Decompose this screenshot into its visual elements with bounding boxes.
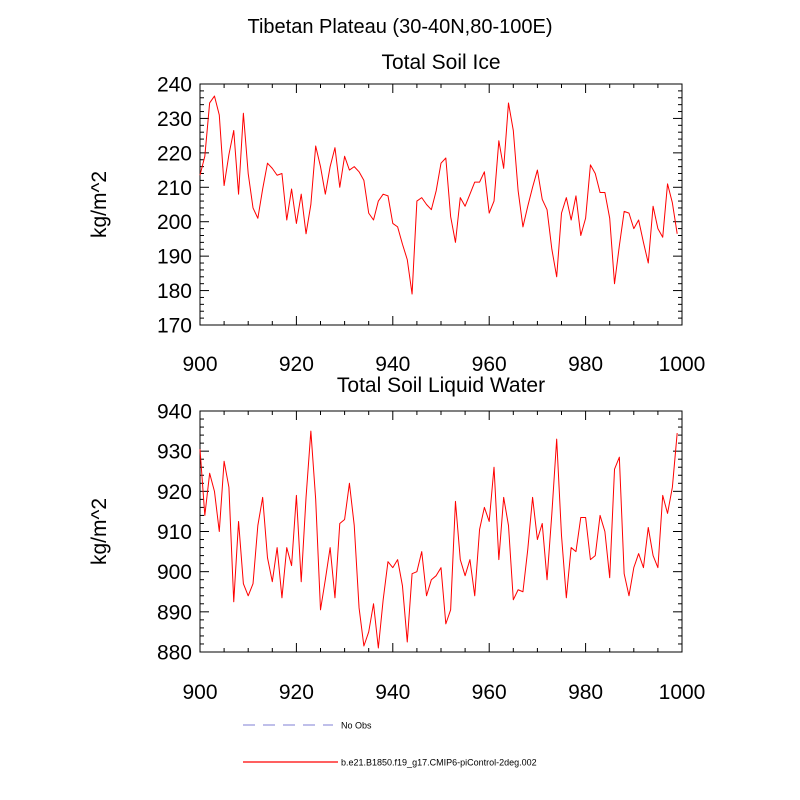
x-tick-label: 900 bbox=[182, 681, 217, 704]
y-tick-label: 930 bbox=[157, 441, 192, 464]
y-tick-label: 170 bbox=[157, 315, 192, 338]
page-title: Tibetan Plateau (30-40N,80-100E) bbox=[248, 16, 553, 38]
y-tick-label: 180 bbox=[157, 280, 192, 303]
legend: No Obs b.e21.B1850.f19_g17.CMIP6-piContr… bbox=[243, 721, 537, 768]
legend-label-no-obs: No Obs bbox=[341, 721, 372, 731]
x-tick-label: 920 bbox=[279, 681, 314, 704]
y-tick-label: 220 bbox=[157, 142, 192, 165]
x-tick-label: 980 bbox=[568, 681, 603, 704]
x-tick-label: 1000 bbox=[659, 681, 706, 704]
y-tick-label: 910 bbox=[157, 521, 192, 544]
x-tick-label: 1000 bbox=[659, 353, 706, 376]
chart-title: Total Soil Ice bbox=[381, 51, 500, 74]
panel-total-soil-ice: Total Soil Ice kg/m^2 900 920 940 960 980 1000 1… bbox=[88, 51, 705, 376]
chart-title: Total Soil Liquid Water bbox=[337, 374, 545, 397]
y-tick-label: 240 bbox=[157, 74, 192, 97]
y-tick-label: 920 bbox=[157, 481, 192, 504]
y-tick-label: 900 bbox=[157, 561, 192, 584]
legend-label-model: b.e21.B1850.f19_g17.CMIP6-piControl-2deg… bbox=[341, 758, 537, 768]
y-tick-label: 940 bbox=[157, 401, 192, 424]
x-tick-label: 960 bbox=[472, 353, 507, 376]
y-axis-label: kg/m^2 bbox=[88, 171, 111, 238]
x-tick-label: 980 bbox=[568, 353, 603, 376]
x-tick-label: 960 bbox=[472, 681, 507, 704]
y-tick-label: 890 bbox=[157, 601, 192, 624]
series-line bbox=[199, 95, 678, 295]
y-tick-label: 200 bbox=[157, 211, 192, 234]
panel-total-soil-liquid-water: Total Soil Liquid Water kg/m^2 900 920 940 96… bbox=[88, 374, 705, 704]
y-axis-label: kg/m^2 bbox=[88, 498, 111, 565]
x-tick-label: 940 bbox=[375, 353, 410, 376]
y-tick-label: 190 bbox=[157, 246, 192, 269]
x-tick-label: 900 bbox=[182, 353, 217, 376]
x-tick-label: 920 bbox=[279, 353, 314, 376]
plot-frame bbox=[199, 83, 683, 326]
y-tick-label: 880 bbox=[157, 642, 192, 665]
x-tick-label: 940 bbox=[375, 681, 410, 704]
series-line bbox=[199, 430, 678, 649]
plot-frame bbox=[199, 410, 683, 653]
y-tick-label: 210 bbox=[157, 177, 192, 200]
y-tick-label: 230 bbox=[157, 108, 192, 131]
